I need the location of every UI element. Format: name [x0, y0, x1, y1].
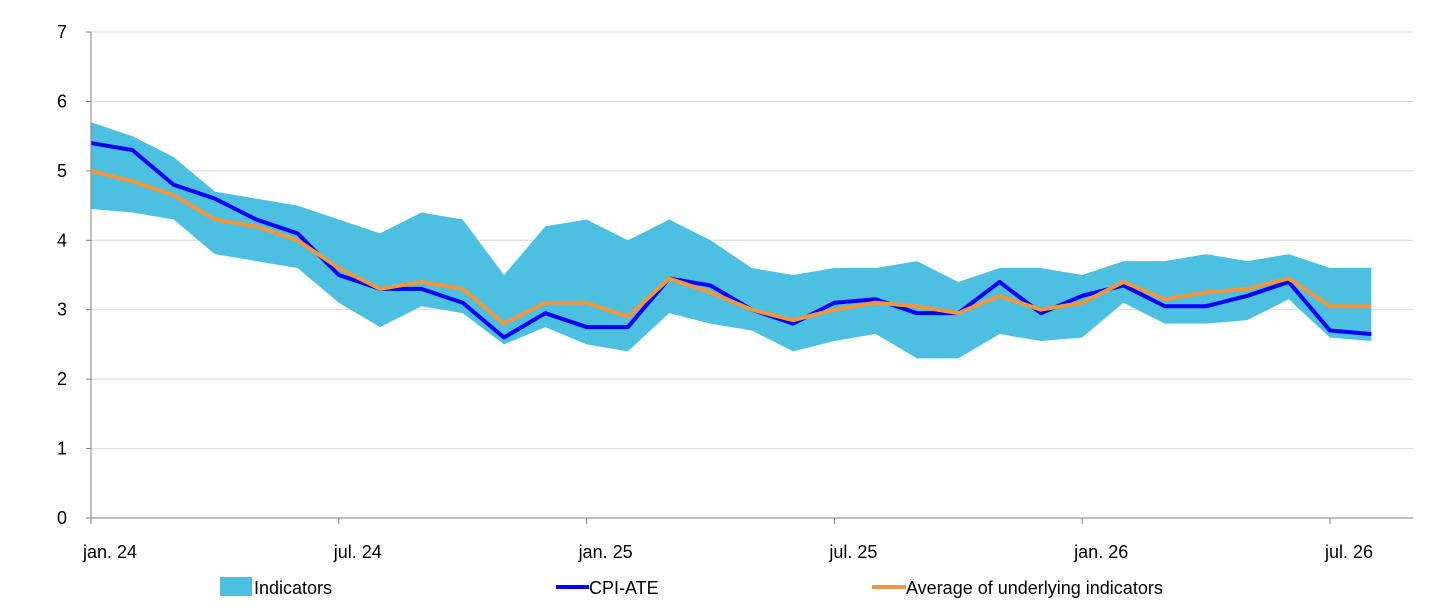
x-tick-label: jul. 24 — [333, 542, 382, 562]
legend-item-indicators: Indicators — [220, 577, 332, 598]
indicators-band-series — [91, 122, 1372, 359]
x-tick-label: jul. 26 — [1324, 542, 1373, 562]
axes — [86, 31, 1413, 524]
legend-label-indicators: Indicators — [254, 578, 332, 598]
legend-label-average: Average of underlying indicators — [906, 578, 1163, 598]
legend-label-cpi-ate: CPI-ATE — [589, 578, 659, 598]
x-axis-tick-labels: jan. 24 jul. 24 jan. 25 jul. 25 jan. 26 jul. … — [82, 542, 1373, 562]
average-indicators-line — [90, 168, 1372, 326]
x-tick-label: jan. 25 — [578, 542, 633, 562]
cpi-ate-line — [90, 141, 1372, 340]
legend-swatch-indicators — [220, 577, 252, 596]
line-series — [90, 141, 1372, 340]
y-axis-tick-labels: 0 1 2 3 4 5 6 7 — [57, 22, 67, 528]
y-tick-label: 3 — [57, 300, 67, 320]
legend: Indicators CPI-ATE Average of underlying… — [220, 577, 1163, 598]
y-tick-label: 0 — [57, 508, 67, 528]
y-tick-label: 4 — [57, 230, 67, 250]
indicators-band — [91, 122, 1372, 359]
x-tick-label: jan. 26 — [1073, 542, 1128, 562]
y-tick-label: 7 — [57, 22, 67, 42]
x-tick-label: jan. 24 — [82, 542, 137, 562]
y-tick-label: 2 — [57, 369, 67, 389]
y-tick-label: 1 — [57, 439, 67, 459]
legend-item-cpi-ate: CPI-ATE — [556, 578, 659, 598]
y-tick-label: 6 — [57, 91, 67, 111]
legend-item-average: Average of underlying indicators — [872, 578, 1163, 598]
y-tick-label: 5 — [57, 161, 67, 181]
x-tick-label: jul. 25 — [828, 542, 877, 562]
